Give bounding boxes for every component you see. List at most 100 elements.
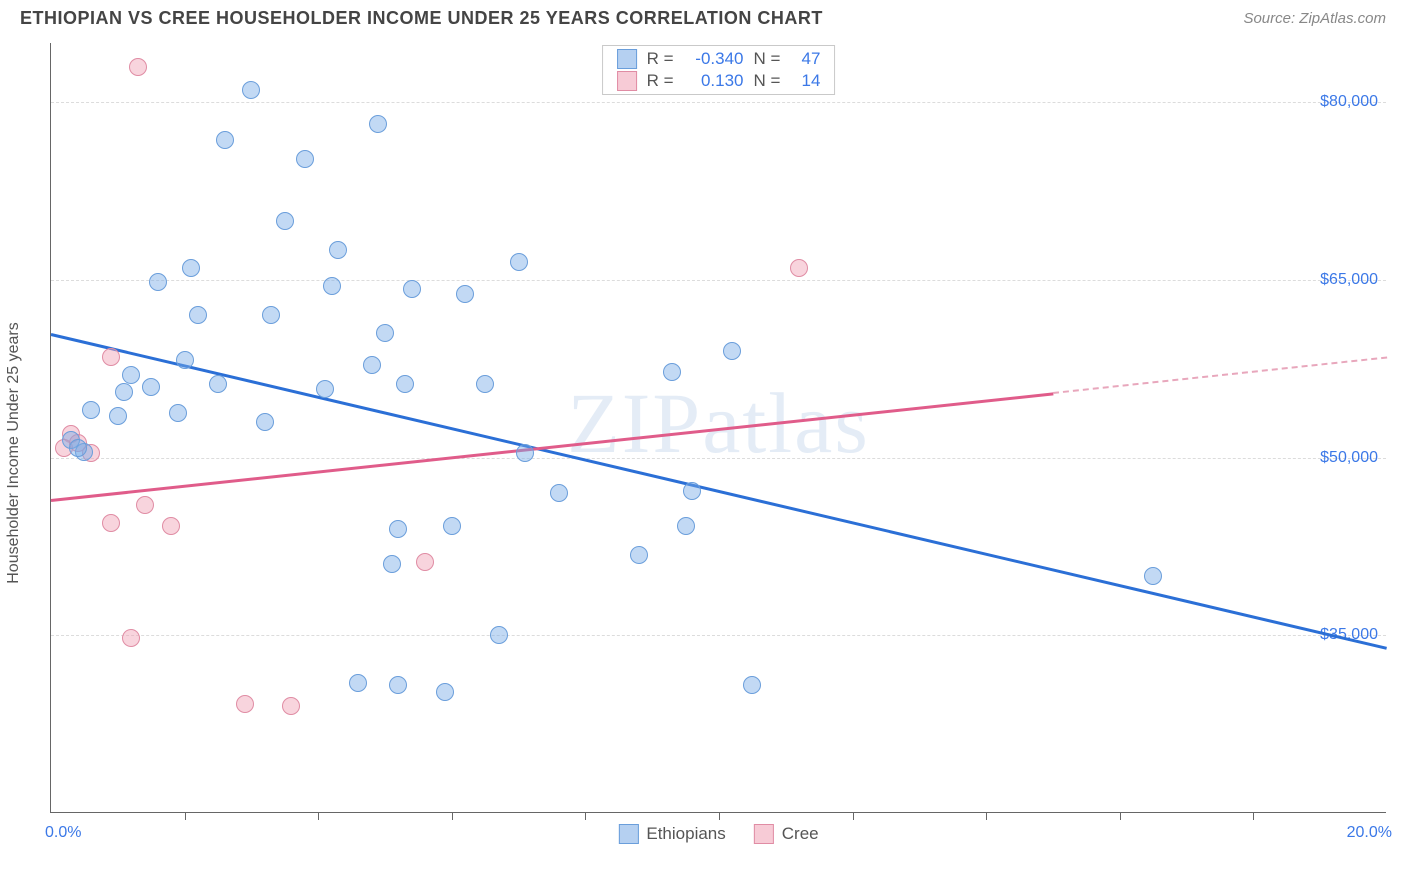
legend-swatch bbox=[618, 824, 638, 844]
scatter-point-ethiopians bbox=[476, 375, 494, 393]
scatter-point-ethiopians bbox=[436, 683, 454, 701]
scatter-point-ethiopians bbox=[510, 253, 528, 271]
gridline bbox=[51, 458, 1386, 459]
scatter-point-cree bbox=[129, 58, 147, 76]
scatter-point-ethiopians bbox=[122, 366, 140, 384]
x-axis-max-label: 20.0% bbox=[1347, 824, 1392, 842]
r-value: -0.340 bbox=[684, 49, 744, 69]
scatter-point-cree bbox=[236, 695, 254, 713]
scatter-point-ethiopians bbox=[490, 626, 508, 644]
scatter-point-ethiopians bbox=[550, 484, 568, 502]
scatter-point-ethiopians bbox=[349, 674, 367, 692]
chart-source: Source: ZipAtlas.com bbox=[1243, 10, 1386, 27]
r-value: 0.130 bbox=[684, 71, 744, 91]
scatter-point-ethiopians bbox=[189, 306, 207, 324]
scatter-point-cree bbox=[416, 553, 434, 571]
plot-area: ZIPatlas R =-0.340N =47R =0.130N =14 0.0… bbox=[50, 43, 1386, 813]
scatter-point-cree bbox=[102, 348, 120, 366]
scatter-point-ethiopians bbox=[149, 273, 167, 291]
legend-swatch bbox=[617, 49, 637, 69]
scatter-point-ethiopians bbox=[630, 546, 648, 564]
scatter-point-cree bbox=[282, 697, 300, 715]
legend-correlation-row: R = -0.340 N = 47 bbox=[603, 48, 835, 70]
n-value: 47 bbox=[790, 49, 820, 69]
scatter-point-cree bbox=[790, 259, 808, 277]
scatter-point-ethiopians bbox=[216, 131, 234, 149]
scatter-point-ethiopians bbox=[256, 413, 274, 431]
scatter-point-ethiopians bbox=[296, 150, 314, 168]
scatter-point-ethiopians bbox=[363, 356, 381, 374]
y-tick-label: $80,000 bbox=[1320, 93, 1378, 111]
r-label: R = bbox=[647, 71, 674, 91]
legend-series-label: Cree bbox=[782, 824, 819, 844]
scatter-point-ethiopians bbox=[69, 439, 87, 457]
chart-title: ETHIOPIAN VS CREE HOUSEHOLDER INCOME UND… bbox=[20, 8, 823, 29]
x-tick bbox=[185, 812, 186, 820]
regression-line-cree-extrapolated bbox=[1053, 357, 1387, 395]
x-axis-min-label: 0.0% bbox=[45, 824, 81, 842]
x-tick bbox=[1253, 812, 1254, 820]
scatter-point-ethiopians bbox=[262, 306, 280, 324]
scatter-point-ethiopians bbox=[323, 277, 341, 295]
scatter-point-ethiopians bbox=[383, 555, 401, 573]
chart-container: Householder Income Under 25 years ZIPatl… bbox=[0, 33, 1406, 873]
x-tick bbox=[318, 812, 319, 820]
scatter-point-ethiopians bbox=[443, 517, 461, 535]
scatter-point-cree bbox=[102, 514, 120, 532]
y-tick-label: $50,000 bbox=[1320, 449, 1378, 467]
x-tick bbox=[986, 812, 987, 820]
regression-line-ethiopians bbox=[51, 333, 1388, 650]
scatter-point-ethiopians bbox=[456, 285, 474, 303]
scatter-point-ethiopians bbox=[677, 517, 695, 535]
legend-swatch bbox=[617, 71, 637, 91]
y-tick-label: $65,000 bbox=[1320, 271, 1378, 289]
scatter-point-cree bbox=[136, 496, 154, 514]
scatter-point-ethiopians bbox=[169, 404, 187, 422]
scatter-point-ethiopians bbox=[743, 676, 761, 694]
scatter-point-cree bbox=[122, 629, 140, 647]
n-label: N = bbox=[754, 71, 781, 91]
scatter-point-ethiopians bbox=[182, 259, 200, 277]
scatter-point-ethiopians bbox=[396, 375, 414, 393]
legend-series-item: Ethiopians bbox=[618, 824, 725, 844]
scatter-point-ethiopians bbox=[329, 241, 347, 259]
scatter-point-ethiopians bbox=[683, 482, 701, 500]
scatter-point-ethiopians bbox=[242, 81, 260, 99]
scatter-point-ethiopians bbox=[276, 212, 294, 230]
scatter-point-ethiopians bbox=[376, 324, 394, 342]
scatter-point-ethiopians bbox=[316, 380, 334, 398]
legend-swatch bbox=[754, 824, 774, 844]
scatter-point-ethiopians bbox=[142, 378, 160, 396]
legend-series-item: Cree bbox=[754, 824, 819, 844]
n-label: N = bbox=[754, 49, 781, 69]
scatter-point-ethiopians bbox=[115, 383, 133, 401]
scatter-point-ethiopians bbox=[82, 401, 100, 419]
x-tick bbox=[1120, 812, 1121, 820]
scatter-point-ethiopians bbox=[403, 280, 421, 298]
n-value: 14 bbox=[790, 71, 820, 91]
legend-series-label: Ethiopians bbox=[646, 824, 725, 844]
scatter-point-cree bbox=[162, 517, 180, 535]
scatter-point-ethiopians bbox=[1144, 567, 1162, 585]
y-axis-title: Householder Income Under 25 years bbox=[5, 322, 23, 583]
gridline bbox=[51, 635, 1386, 636]
scatter-point-ethiopians bbox=[723, 342, 741, 360]
scatter-point-ethiopians bbox=[389, 676, 407, 694]
scatter-point-ethiopians bbox=[389, 520, 407, 538]
x-tick bbox=[452, 812, 453, 820]
scatter-point-ethiopians bbox=[516, 444, 534, 462]
x-tick bbox=[719, 812, 720, 820]
x-tick bbox=[853, 812, 854, 820]
scatter-point-ethiopians bbox=[176, 351, 194, 369]
legend-series: Ethiopians Cree bbox=[618, 824, 818, 844]
gridline bbox=[51, 102, 1386, 103]
scatter-point-ethiopians bbox=[663, 363, 681, 381]
gridline bbox=[51, 280, 1386, 281]
legend-correlation-row: R = 0.130 N = 14 bbox=[603, 70, 835, 92]
scatter-point-ethiopians bbox=[209, 375, 227, 393]
r-label: R = bbox=[647, 49, 674, 69]
legend-correlation: R = -0.340 N = 47 R = 0.130 N = 14 bbox=[602, 45, 836, 95]
x-tick bbox=[585, 812, 586, 820]
scatter-point-ethiopians bbox=[109, 407, 127, 425]
scatter-point-ethiopians bbox=[369, 115, 387, 133]
